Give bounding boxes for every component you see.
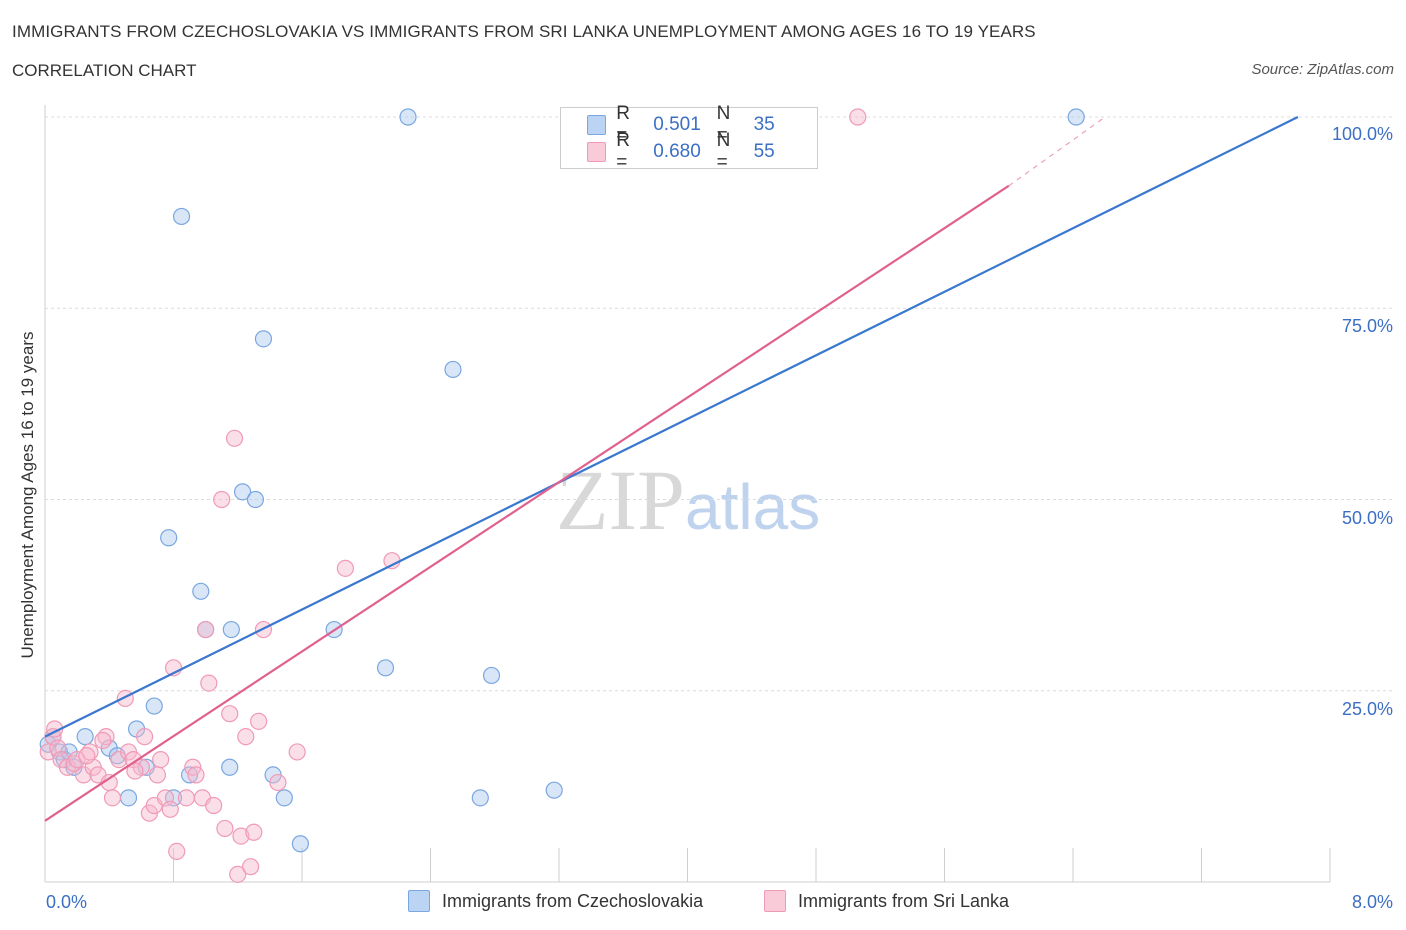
point-czechoslovakia	[275, 789, 293, 807]
point-czechoslovakia	[399, 108, 417, 126]
watermark: ZIPatlas	[556, 450, 820, 550]
point-sri-lanka	[126, 762, 144, 780]
point-sri-lanka	[242, 858, 260, 876]
point-czechoslovakia	[1067, 108, 1085, 126]
point-sri-lanka	[336, 559, 354, 577]
y-tick-label: 25.0%	[1342, 699, 1393, 719]
point-sri-lanka	[245, 823, 263, 841]
y-tick-label: 50.0%	[1342, 508, 1393, 528]
point-czechoslovakia	[76, 728, 94, 746]
legend-n-value: 55	[753, 141, 775, 162]
x-tick-label: 8.0%	[1352, 892, 1393, 912]
point-czechoslovakia	[233, 483, 252, 501]
legend-row-srilanka: R = 0.680 N = 55	[587, 130, 817, 173]
point-sri-lanka	[232, 827, 250, 845]
point-czechoslovakia	[192, 582, 210, 600]
point-czechoslovakia	[444, 360, 462, 379]
bottom-legend-label-czech: Immigrants from Czechoslovakia	[442, 890, 704, 911]
point-sri-lanka	[152, 750, 170, 769]
point-czechoslovakia	[145, 697, 163, 715]
point-sri-lanka	[135, 728, 154, 746]
point-czechoslovakia	[376, 659, 395, 677]
point-sri-lanka	[94, 731, 112, 750]
legend: R = 0.501 N = 35 R = 0.680 N = 55	[560, 103, 818, 173]
x-tick-label: 0.0%	[46, 892, 87, 912]
point-sri-lanka	[849, 108, 867, 126]
point-czechoslovakia	[482, 666, 501, 685]
source-credit: Source: ZipAtlas.com	[1251, 61, 1394, 78]
point-czechoslovakia	[221, 758, 239, 776]
legend-r-label: R =	[616, 130, 631, 173]
legend-row-czech: R = 0.501 N = 35	[587, 103, 817, 146]
point-czechoslovakia	[172, 207, 191, 226]
watermark-suffix: atlas	[685, 471, 821, 543]
y-tick-label: 75.0%	[1342, 316, 1393, 336]
point-sri-lanka	[161, 800, 179, 818]
point-sri-lanka	[225, 429, 244, 447]
point-sri-lanka	[205, 796, 223, 815]
point-sri-lanka	[168, 842, 186, 861]
point-sri-lanka	[68, 750, 86, 769]
point-sri-lanka	[39, 743, 57, 761]
point-czechoslovakia	[160, 529, 178, 547]
y-tick-label: 100.0%	[1332, 124, 1393, 144]
bottom-legend-czech: Immigrants from Czechoslovakia	[408, 890, 703, 912]
legend-r-label: R =	[616, 103, 631, 146]
point-sri-lanka	[213, 490, 231, 509]
legend-n-value: 35	[753, 114, 775, 135]
legend-n-label: N =	[716, 103, 731, 146]
bottom-legend-swatch-srilanka	[764, 890, 786, 912]
bottom-legend-label-srilanka: Immigrants from Sri Lanka	[798, 890, 1010, 911]
point-sri-lanka	[103, 789, 122, 807]
point-czechoslovakia	[246, 490, 265, 509]
point-sri-lanka	[116, 689, 134, 708]
legend-n-label: N =	[716, 130, 731, 173]
point-sri-lanka	[237, 728, 255, 746]
point-sri-lanka	[383, 552, 401, 570]
point-czechoslovakia	[471, 789, 489, 807]
legend-swatch-czech	[587, 115, 607, 135]
bottom-legend-swatch-czech	[408, 890, 430, 912]
legend-swatch-srilanka	[587, 142, 607, 162]
chart-subtitle: CORRELATION CHART	[12, 61, 197, 80]
point-sri-lanka	[221, 705, 239, 723]
trendline-sri-lanka	[44, 184, 1010, 822]
point-czechoslovakia	[119, 789, 138, 807]
point-sri-lanka	[288, 743, 306, 761]
point-czechoslovakia	[222, 620, 240, 639]
chart-title: IMMIGRANTS FROM CZECHOSLOVAKIA VS IMMIGR…	[12, 22, 1036, 41]
point-sri-lanka	[148, 766, 167, 784]
legend-r-value: 0.680	[653, 141, 701, 162]
point-sri-lanka	[177, 789, 195, 807]
point-czechoslovakia	[545, 781, 563, 799]
point-sri-lanka	[250, 712, 268, 730]
point-sri-lanka	[200, 674, 218, 692]
y-axis-label: Unemployment Among Ages 16 to 19 years	[18, 331, 37, 659]
point-czechoslovakia	[291, 835, 309, 853]
trendline-sri-lanka-extension	[1008, 116, 1106, 187]
point-sri-lanka	[216, 819, 234, 838]
point-czechoslovakia	[254, 330, 273, 348]
point-sri-lanka	[269, 773, 287, 792]
point-sri-lanka	[187, 766, 205, 784]
bottom-legend-srilanka: Immigrants from Sri Lanka	[764, 890, 1009, 912]
point-sri-lanka	[78, 747, 96, 765]
point-sri-lanka	[197, 620, 215, 639]
point-sri-lanka	[229, 865, 247, 883]
trendline-czechoslovakia	[44, 116, 1299, 738]
legend-r-value: 0.501	[653, 114, 701, 135]
